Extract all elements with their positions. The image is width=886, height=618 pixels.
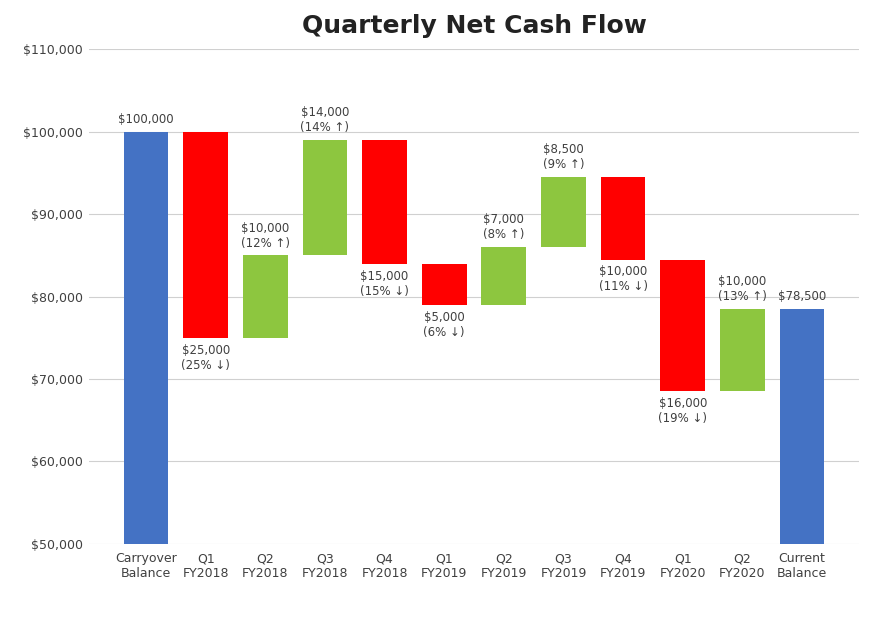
- Text: $8,500
(9% ↑): $8,500 (9% ↑): [543, 143, 584, 171]
- Text: $5,000
(6% ↓): $5,000 (6% ↓): [424, 311, 465, 339]
- Text: $10,000
(13% ↑): $10,000 (13% ↑): [718, 275, 766, 303]
- Text: $14,000
(14% ↑): $14,000 (14% ↑): [300, 106, 349, 134]
- Bar: [183, 132, 228, 338]
- Text: $100,000: $100,000: [118, 113, 174, 126]
- Bar: [302, 140, 347, 255]
- Bar: [124, 132, 168, 544]
- Bar: [362, 140, 407, 264]
- Bar: [541, 177, 586, 247]
- Bar: [780, 309, 824, 544]
- Bar: [601, 177, 646, 260]
- Bar: [481, 247, 526, 305]
- Text: $78,500: $78,500: [778, 290, 826, 303]
- Text: $16,000
(19% ↓): $16,000 (19% ↓): [658, 397, 707, 425]
- Bar: [720, 309, 765, 391]
- Text: $7,000
(8% ↑): $7,000 (8% ↑): [483, 213, 525, 241]
- Title: Quarterly Net Cash Flow: Quarterly Net Cash Flow: [301, 14, 647, 38]
- Text: $10,000
(12% ↑): $10,000 (12% ↑): [241, 221, 290, 250]
- Bar: [422, 264, 467, 305]
- Bar: [243, 255, 288, 338]
- Text: $25,000
(25% ↓): $25,000 (25% ↓): [182, 344, 230, 372]
- Bar: [660, 260, 705, 391]
- Text: $10,000
(11% ↓): $10,000 (11% ↓): [599, 266, 648, 294]
- Text: $15,000
(15% ↓): $15,000 (15% ↓): [360, 269, 409, 298]
